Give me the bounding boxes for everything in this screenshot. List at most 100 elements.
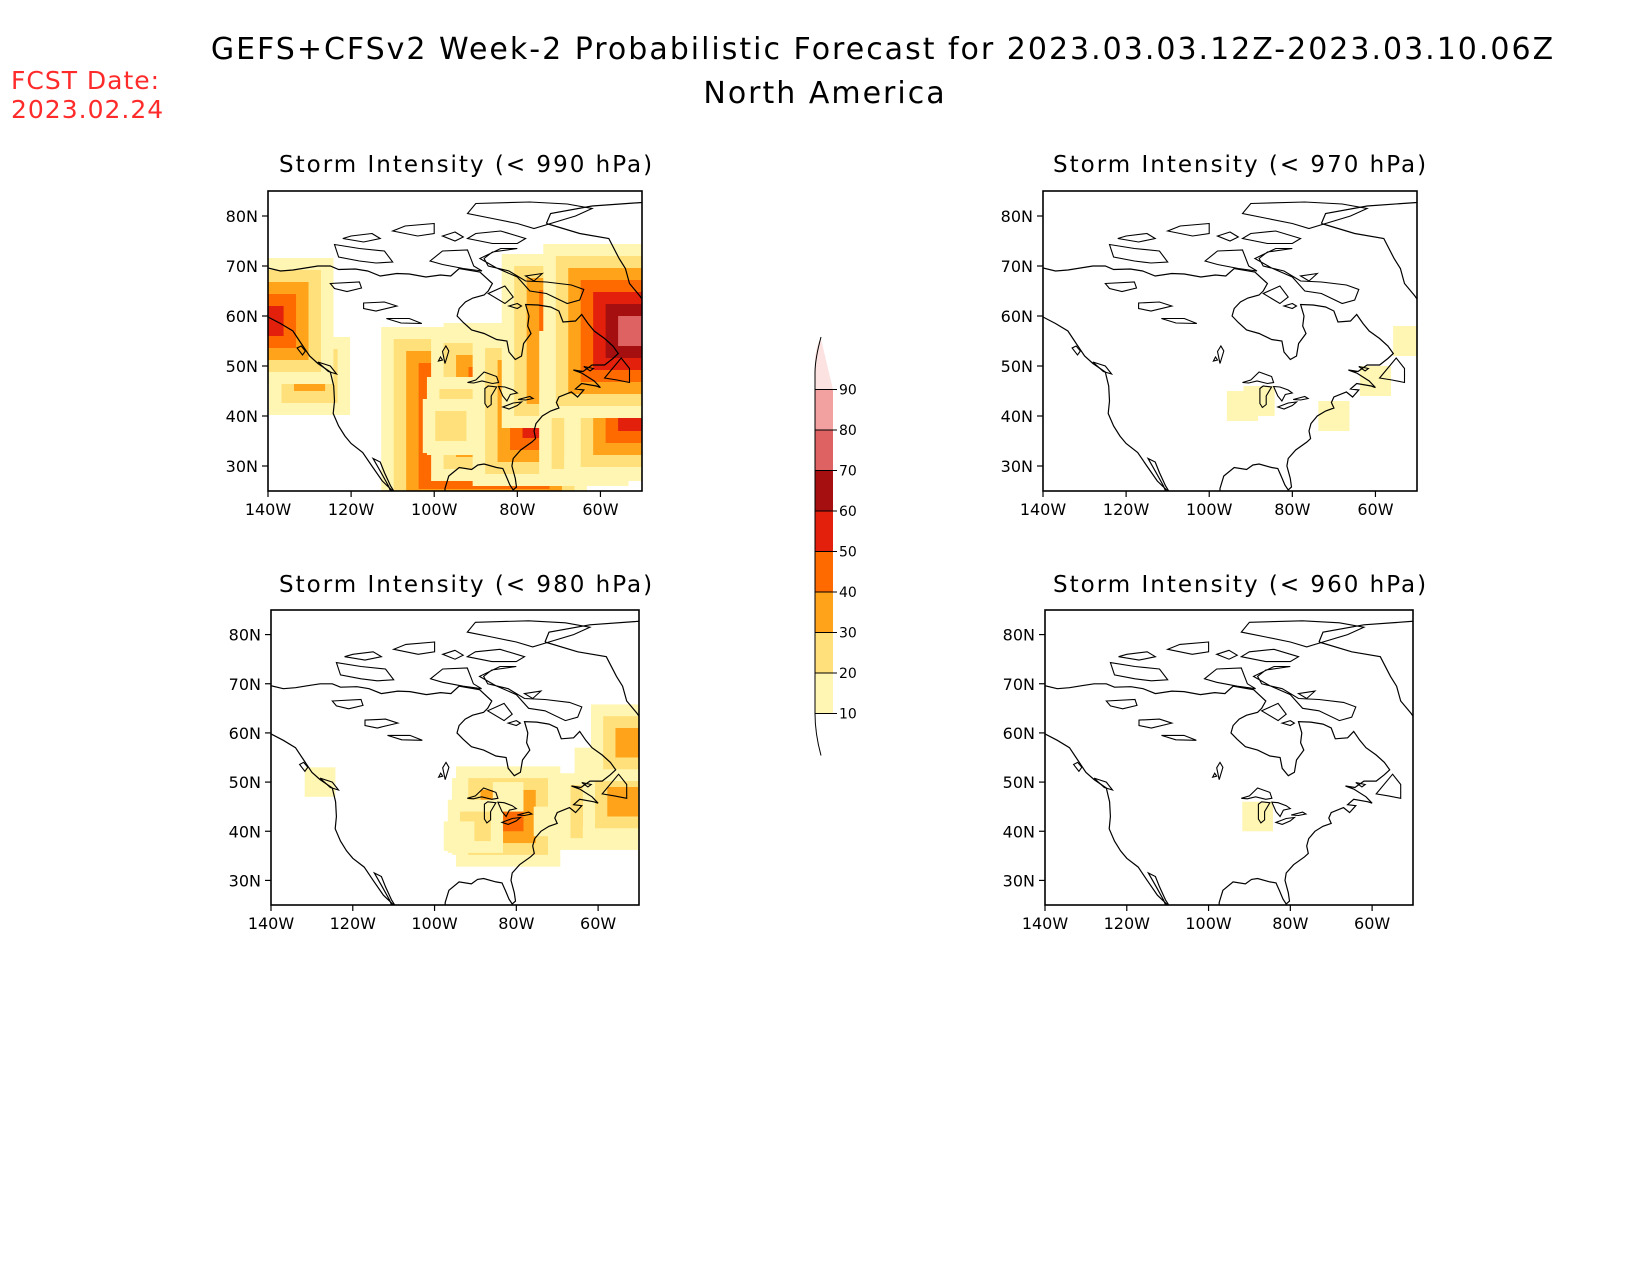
lake-outline bbox=[1216, 761, 1224, 780]
lat-tick-label: 60N bbox=[229, 724, 261, 743]
island-outline bbox=[1240, 620, 1366, 648]
map-frame bbox=[267, 190, 643, 492]
lake-outline bbox=[386, 317, 423, 325]
figure-title: GEFS+CFSv2 Week-2 Probabilistic Forecast… bbox=[210, 32, 1556, 67]
island-outline bbox=[487, 285, 514, 305]
probability-cell-group bbox=[443, 821, 475, 851]
lon-tick-label: 100W bbox=[1186, 500, 1233, 519]
lat-tick-label: 30N bbox=[226, 457, 258, 476]
island-outline bbox=[1280, 720, 1296, 727]
lake-outline bbox=[497, 385, 519, 402]
island-outline bbox=[1215, 649, 1239, 660]
colorbar: 10 20 30 40 50 60 70 80 90 bbox=[814, 336, 857, 756]
lake-outline bbox=[363, 301, 399, 312]
island-outline bbox=[603, 357, 631, 384]
island-outline bbox=[466, 230, 527, 245]
greenland-coastline bbox=[545, 201, 642, 301]
greenland-coastline bbox=[1320, 201, 1417, 301]
lon-tick-label: 100W bbox=[1185, 914, 1232, 933]
lake-outline bbox=[500, 816, 523, 825]
colorbar-tick-label: 20 bbox=[839, 666, 857, 682]
lake-outline bbox=[387, 734, 423, 741]
island-outline bbox=[1109, 661, 1169, 682]
colorbar-edge bbox=[814, 336, 822, 756]
probability-cell-10 bbox=[304, 767, 336, 797]
panel-title-990: Storm Intensity (< 990 hPa) bbox=[279, 152, 655, 178]
map-frame bbox=[270, 609, 640, 906]
colorbar-bin bbox=[815, 592, 833, 633]
lat-tick-label: 50N bbox=[226, 357, 258, 376]
lake-outline bbox=[497, 801, 518, 818]
lat-tick-label: 40N bbox=[1001, 407, 1033, 426]
probability-cell-group bbox=[422, 399, 479, 453]
lake-outline bbox=[518, 395, 535, 401]
island-outline bbox=[601, 773, 628, 799]
lon-tick-label: 80W bbox=[1272, 914, 1308, 933]
lat-tick-label: 60N bbox=[1003, 724, 1035, 743]
lake-outline bbox=[1241, 787, 1273, 800]
lon-tick-label: 140W bbox=[245, 500, 292, 519]
island-outline bbox=[1092, 361, 1114, 376]
lat-tick-label: 50N bbox=[1001, 357, 1033, 376]
island-outline bbox=[506, 720, 522, 727]
map-frame bbox=[1042, 190, 1418, 492]
island-outline bbox=[1282, 302, 1298, 310]
probability-cell-70 bbox=[618, 316, 642, 346]
fcst-date-value: 2023.02.24 bbox=[11, 95, 165, 124]
island-outline bbox=[465, 648, 526, 663]
island-outline bbox=[581, 782, 593, 788]
island-outline bbox=[1203, 667, 1256, 690]
island-outline bbox=[1241, 201, 1369, 230]
island-outline bbox=[1296, 690, 1317, 700]
lake-outline bbox=[1138, 718, 1174, 729]
lat-tick-label: 80N bbox=[226, 207, 258, 226]
island-outline bbox=[429, 667, 482, 690]
lake-outline bbox=[1259, 385, 1273, 409]
lake-outline bbox=[1216, 344, 1225, 364]
island-outline bbox=[1203, 249, 1258, 272]
lat-tick-label: 70N bbox=[229, 675, 261, 694]
island-outline bbox=[1260, 702, 1287, 722]
panel-title-980: Storm Intensity (< 980 hPa) bbox=[279, 572, 655, 598]
lon-tick-label: 60W bbox=[582, 500, 618, 519]
colorbar-tick-label: 70 bbox=[839, 464, 857, 480]
lake-outline bbox=[467, 787, 499, 800]
lon-tick-label: 80W bbox=[1274, 500, 1310, 519]
map-panel-p970: 80N 70N 60N 50N 40N 30N 140W 120W 100W 80W 60W bbox=[1001, 190, 1418, 519]
island-outline bbox=[523, 272, 545, 282]
probability-cell-group bbox=[590, 704, 639, 782]
island-outline bbox=[1378, 357, 1406, 384]
island-outline bbox=[1253, 247, 1360, 305]
lake-outline bbox=[483, 801, 497, 824]
lake-outline bbox=[1271, 801, 1292, 818]
island-outline bbox=[1093, 777, 1115, 792]
island-outline bbox=[344, 651, 383, 661]
fcst-date-label: FCST Date: bbox=[11, 66, 161, 95]
probability-cell-group bbox=[1226, 391, 1259, 421]
island-outline bbox=[522, 690, 543, 700]
colorbar-bin bbox=[815, 511, 833, 552]
island-outline bbox=[1072, 761, 1083, 773]
colorbar-bin bbox=[815, 339, 833, 390]
map-panel-p990: 80N 70N 60N 50N 40N 30N 140W 120W 100W 80W 60W bbox=[226, 190, 643, 519]
island-outline bbox=[478, 665, 583, 722]
greenland-coastline bbox=[544, 620, 639, 718]
island-outline bbox=[1165, 641, 1210, 655]
probability-cell-group bbox=[1393, 326, 1417, 356]
island-outline bbox=[319, 777, 341, 792]
colorbar-bin bbox=[815, 673, 833, 714]
island-outline bbox=[1358, 365, 1370, 372]
map-area-p960 bbox=[1045, 620, 1413, 905]
lat-tick-label: 80N bbox=[1003, 626, 1035, 645]
lat-tick-label: 50N bbox=[229, 773, 261, 792]
probability-cell-10 bbox=[1226, 391, 1259, 421]
lake-outline bbox=[1272, 385, 1294, 402]
colorbar-bin bbox=[815, 551, 833, 592]
colorbar-bin bbox=[815, 430, 833, 471]
lat-tick-label: 60N bbox=[1001, 307, 1033, 326]
island-outline bbox=[296, 345, 307, 356]
island-outline bbox=[1239, 648, 1300, 663]
island-outline bbox=[1375, 773, 1402, 799]
map-frame bbox=[1044, 609, 1414, 906]
